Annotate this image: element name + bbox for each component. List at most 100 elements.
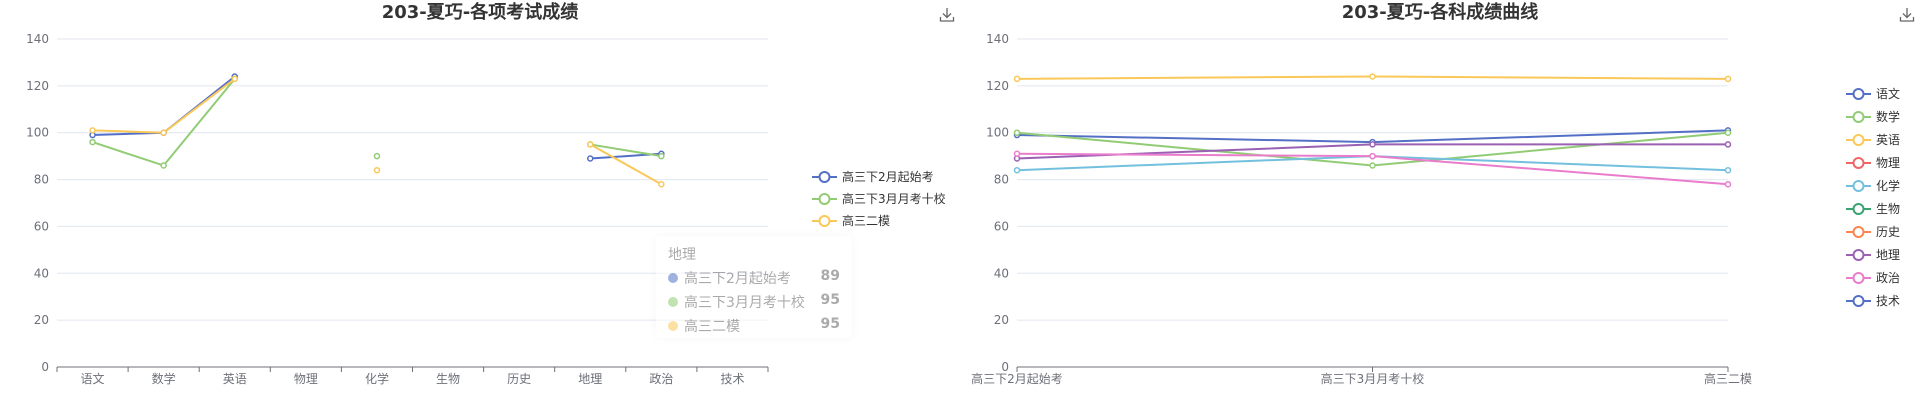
tooltip-series-name: 高三下2月起始考	[684, 271, 791, 287]
legend-label: 数学	[1876, 109, 1900, 124]
download-icon[interactable]	[1898, 6, 1916, 24]
legend-marker	[1852, 226, 1865, 238]
data-point	[1724, 129, 1732, 136]
data-point	[1724, 166, 1732, 174]
download-icon[interactable]	[938, 6, 956, 24]
x-tick-label: 历史	[507, 372, 531, 386]
legend-marker	[1852, 272, 1865, 284]
x-tick-label: 数学	[152, 371, 176, 386]
legend-label: 高三下2月起始考	[842, 169, 934, 184]
series-line	[92, 78, 236, 167]
data-point	[1013, 129, 1021, 136]
y-tick-label: 80	[34, 173, 49, 187]
tooltip-value: 89	[820, 268, 840, 284]
legend-marker	[1852, 249, 1865, 261]
tooltip: 地理 高三下2月起始考 89 高三下3月月考十校 95 高三二模 95	[656, 236, 852, 338]
x-tick-label: 语文	[81, 371, 105, 386]
legend-marker	[1852, 157, 1865, 169]
data-point	[587, 141, 594, 148]
y-tick-label: 100	[986, 126, 1009, 140]
legend-label: 历史	[1876, 225, 1900, 239]
legend-marker	[818, 171, 831, 183]
legend-label: 生物	[1876, 202, 1900, 216]
chart-panel-exams: 203-夏巧-各项考试成绩 0 20 40 60 80 100 120 140 语文 数学 英语 物理…	[26, 2, 956, 386]
x-tick-label: 技术	[720, 372, 744, 386]
y-tick-label: 100	[26, 126, 49, 140]
legend-label: 高三二模	[842, 213, 890, 228]
legend-label: 化学	[1876, 178, 1900, 193]
data-point	[1724, 181, 1732, 188]
data-point	[160, 129, 167, 136]
series-marker	[668, 273, 678, 283]
data-point	[373, 152, 381, 160]
series-marker	[668, 297, 678, 307]
y-tick-label: 20	[994, 313, 1009, 327]
x-tick-label: 高三下3月月考十校	[1321, 371, 1425, 386]
x-tick-label: 高三下2月起始考	[971, 371, 1063, 386]
data-point	[160, 162, 167, 169]
data-point	[1013, 150, 1021, 158]
data-point	[587, 155, 594, 162]
x-tick-label: 化学	[365, 371, 389, 386]
legend-marker	[1852, 295, 1865, 307]
tooltip-row: 高三下2月起始考 89	[668, 268, 840, 288]
legend-marker	[1852, 203, 1865, 215]
data-point	[1724, 75, 1732, 83]
legend-label: 政治	[1876, 271, 1900, 285]
y-tick-label: 60	[994, 219, 1009, 233]
data-point	[1013, 75, 1021, 83]
x-tick-label: 高三二模	[1704, 371, 1752, 386]
data-point	[658, 152, 665, 160]
y-tick-label: 0	[1001, 360, 1009, 374]
legend-label: 物理	[1876, 156, 1900, 170]
data-point	[89, 138, 96, 146]
legend-label: 英语	[1876, 133, 1900, 147]
data-point	[658, 181, 665, 188]
series-line	[590, 143, 662, 158]
legend-label: 技术	[1876, 294, 1900, 308]
data-point	[1013, 166, 1021, 174]
tooltip-title: 地理	[668, 247, 696, 263]
tooltip-row: 高三二模 95	[668, 316, 840, 336]
data-point	[1724, 141, 1732, 148]
x-tick-label: 英语	[223, 372, 247, 386]
legend-marker	[818, 193, 831, 205]
legend-label: 高三下3月月考十校	[842, 191, 946, 206]
data-point	[1369, 152, 1376, 160]
chart-title: 203-夏巧-各科成绩曲线	[1341, 2, 1539, 23]
x-tick-label: 地理	[578, 372, 602, 386]
y-tick-label: 60	[34, 219, 49, 233]
legend-marker	[1852, 180, 1865, 192]
legend-label: 地理	[1876, 248, 1900, 262]
legend-marker	[1852, 134, 1865, 146]
legend-marker	[1852, 111, 1865, 123]
series-marker	[668, 321, 678, 331]
data-point	[1369, 141, 1376, 148]
tooltip-series-name: 高三二模	[684, 319, 740, 335]
y-tick-label: 0	[41, 360, 49, 374]
y-tick-label: 40	[34, 266, 49, 280]
series-line	[589, 143, 662, 186]
legend-marker	[818, 215, 831, 227]
tooltip-value: 95	[820, 292, 840, 308]
data-point	[1369, 162, 1376, 169]
data-point	[373, 166, 381, 174]
data-point	[89, 127, 96, 134]
y-tick-label: 80	[994, 173, 1009, 187]
legend-marker	[1852, 88, 1865, 100]
chart-subject-curves: 0 20 40 60 80 100 120 140 高三下2月起始考 高三下3月月考十校 高三二模 语…	[971, 32, 1900, 386]
data-point	[1369, 73, 1376, 80]
x-tick-label: 生物	[436, 372, 460, 386]
y-tick-label: 120	[26, 79, 49, 93]
chart-panel-subjects: 203-夏巧-各科成绩曲线 0 20 40 60 80 100 120 140 高三下2月起始考…	[960, 0, 1920, 412]
x-tick-label: 政治	[649, 372, 673, 386]
y-tick-label: 40	[994, 266, 1009, 280]
y-tick-label: 140	[986, 32, 1009, 46]
data-point	[231, 75, 238, 83]
tooltip-value: 95	[820, 316, 840, 332]
y-tick-label: 20	[34, 313, 49, 327]
tooltip-row: 高三下3月月考十校 95	[668, 292, 840, 312]
x-tick-label: 物理	[294, 372, 318, 386]
y-tick-label: 140	[26, 32, 49, 46]
